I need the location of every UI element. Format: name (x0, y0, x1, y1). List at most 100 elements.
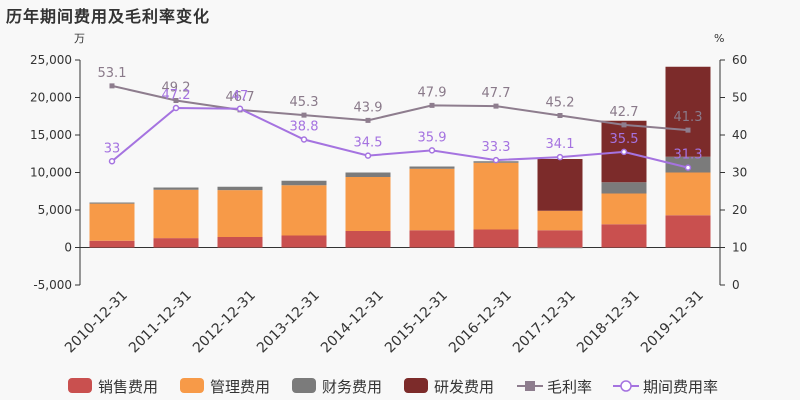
bar-研发费用 (537, 159, 583, 211)
legend-label-销售费用[interactable]: 销售费用 (98, 378, 158, 396)
left-axis-unit: 万 (74, 32, 85, 45)
point-期间费用率 (172, 104, 180, 112)
right-tick-label: 10 (732, 241, 747, 255)
point-毛利率 (493, 103, 499, 109)
data-label-毛利率: 49.2 (162, 81, 191, 96)
bar-销售费用 (473, 229, 519, 248)
chart-title: 历年期间费用及毛利率变化 (6, 7, 211, 26)
point-毛利率 (173, 98, 179, 103)
line-毛利率 (111, 84, 689, 132)
data-label-毛利率: 53.1 (98, 66, 127, 81)
right-tick-label: 20 (732, 203, 747, 217)
bar-管理费用 (153, 189, 199, 239)
bar-销售费用 (281, 235, 327, 248)
data-label-毛利率: 46.7 (226, 90, 255, 105)
legend-swatch-管理费用[interactable] (180, 378, 204, 393)
point-期间费用率 (684, 164, 692, 171)
bar-管理费用 (473, 162, 519, 230)
bar-财务费用 (217, 186, 263, 191)
lines (108, 83, 692, 171)
point-毛利率 (109, 83, 115, 89)
point-期间费用率 (108, 158, 116, 165)
right-tick-label: 60 (732, 53, 747, 67)
line-期间费用率 (111, 106, 689, 169)
data-label-期间费用率: 33.3 (482, 140, 511, 155)
right-axis-unit: % (714, 32, 724, 45)
bar-销售费用 (537, 230, 583, 248)
right-tick-label: 30 (732, 166, 747, 180)
x-tick-label: 2014-12-31 (318, 288, 387, 357)
data-label-期间费用率: 31.3 (674, 148, 703, 163)
left-tick-label: 20,000 (30, 91, 72, 105)
bar-财务费用 (153, 187, 199, 190)
bar-管理费用 (409, 168, 455, 231)
data-label-期间费用率: 34.1 (546, 137, 575, 152)
bar-销售费用 (665, 215, 711, 248)
data-label-毛利率: 41.3 (674, 110, 703, 125)
axes: -5,000 0 5,000 10,000 15,000 20,000 25,000 0 10 2… (30, 32, 747, 292)
bar-销售费用 (601, 224, 647, 248)
legend-label-毛利率[interactable]: 毛利率 (547, 378, 592, 396)
bar-管理费用 (217, 190, 263, 237)
x-tick-label: 2017-12-31 (510, 288, 579, 357)
bar-销售费用 (409, 230, 455, 248)
data-label-期间费用率: 35.5 (610, 132, 639, 147)
x-tick-label: 2016-12-31 (446, 288, 515, 357)
legend-marker-期间费用率[interactable] (620, 380, 632, 392)
x-tick-label: 2010-12-31 (62, 288, 131, 357)
bar-财务费用 (281, 180, 327, 186)
legend-label-管理费用[interactable]: 管理费用 (210, 378, 270, 396)
right-tick-label: 50 (732, 91, 747, 105)
point-毛利率 (685, 127, 691, 133)
bar-销售费用 (153, 238, 199, 248)
x-tick-label: 2012-12-31 (190, 288, 259, 357)
bar-财务费用 (89, 202, 135, 204)
data-label-毛利率: 43.9 (354, 100, 383, 115)
left-tick-label: 5,000 (38, 203, 72, 217)
data-labels: 53.1 49.2 46.7 45.3 43.9 47.9 47.7 45.2 42.7 41.3… (98, 66, 703, 163)
left-tick-label: 10,000 (30, 166, 72, 180)
bar-财务费用 (409, 166, 455, 169)
legend-label-研发费用[interactable]: 研发费用 (434, 378, 494, 396)
point-期间费用率 (428, 147, 436, 154)
legend: 销售费用 管理费用 财务费用 研发费用 毛利率 期间费用率 (68, 378, 718, 396)
x-tick-labels: 2010-12-312011-12-312012-12-312013-12-31… (62, 288, 707, 357)
legend-swatch-研发费用[interactable] (404, 378, 428, 393)
bar-财务费用 (537, 247, 583, 249)
data-label-期间费用率: 34.5 (354, 136, 383, 151)
point-期间费用率 (236, 105, 244, 112)
point-毛利率 (365, 117, 371, 123)
legend-label-期间费用率[interactable]: 期间费用率 (643, 378, 718, 396)
bar-销售费用 (89, 240, 135, 248)
data-label-毛利率: 47.9 (418, 85, 447, 100)
data-label-期间费用率: 38.8 (290, 120, 319, 135)
data-label-期间费用率: 35.9 (418, 130, 447, 145)
bar-财务费用 (345, 172, 391, 177)
left-tick-label: 25,000 (30, 53, 72, 67)
bar-管理费用 (537, 210, 583, 231)
x-tick-label: 2013-12-31 (254, 288, 323, 357)
data-label-毛利率: 47.7 (482, 86, 511, 101)
bar-销售费用 (217, 237, 263, 248)
bar-研发费用 (665, 66, 711, 157)
legend-label-财务费用[interactable]: 财务费用 (322, 378, 382, 396)
data-label-期间费用率: 33 (104, 141, 121, 156)
x-tick-label: 2011-12-31 (126, 288, 195, 357)
left-tick-label: 15,000 (30, 128, 72, 142)
point-期间费用率 (620, 148, 628, 156)
data-label-毛利率: 45.3 (290, 95, 319, 110)
data-label-毛利率: 42.7 (610, 105, 639, 120)
point-期间费用率 (300, 136, 308, 143)
x-tick-label: 2019-12-31 (638, 288, 707, 357)
data-label-毛利率: 45.2 (546, 96, 575, 111)
x-tick-label: 2018-12-31 (574, 288, 643, 357)
data-label-期间费用率: 47.2 (162, 88, 191, 103)
legend-swatch-销售费用[interactable] (68, 378, 92, 393)
legend-swatch-财务费用[interactable] (292, 378, 316, 393)
legend-marker-毛利率[interactable] (525, 381, 535, 391)
bar-管理费用 (345, 177, 391, 231)
data-label-期间费用率: 47 (232, 89, 249, 104)
point-毛利率 (429, 102, 435, 108)
bar-管理费用 (89, 203, 135, 241)
